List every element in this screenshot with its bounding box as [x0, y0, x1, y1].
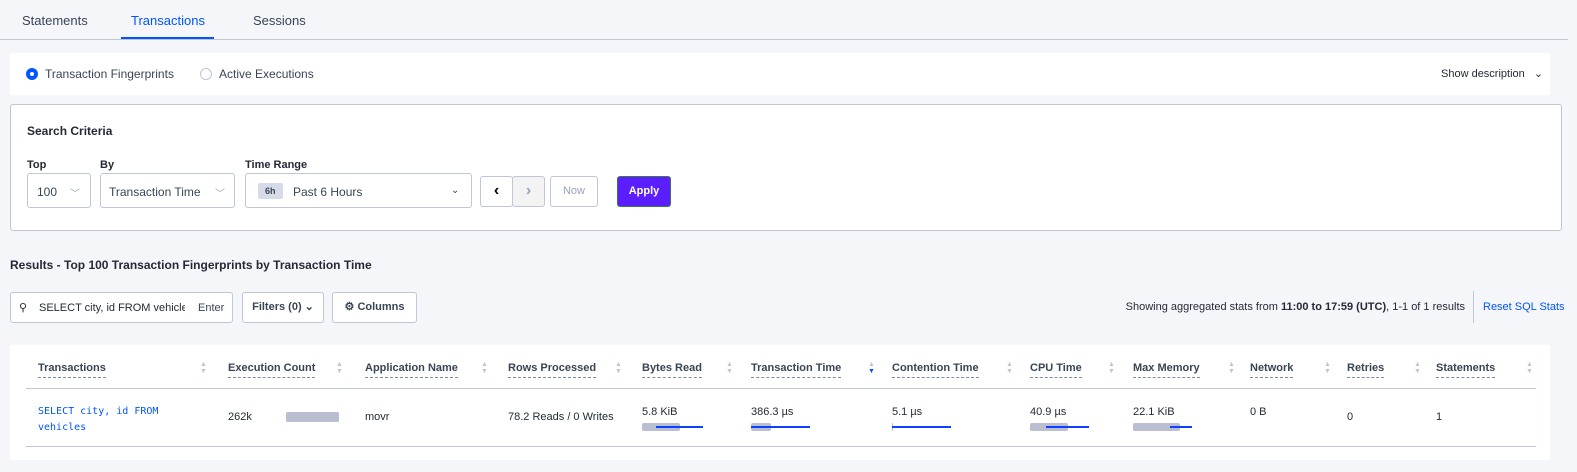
column-header-statements[interactable]: Statements — [1436, 362, 1496, 378]
columns-label: Columns — [357, 301, 405, 313]
chevron-down-icon: ﹀ — [215, 189, 225, 200]
sort-icon[interactable]: ▲ ▼ — [481, 361, 488, 375]
search-input[interactable]: ⚲ SELECT city, id FROM vehicles W Enter — [10, 292, 233, 323]
tab-bar: Statements Transactions Sessions — [0, 0, 1568, 40]
contention-time: 5.1 µs — [892, 406, 923, 418]
sort-icon[interactable]: ▲ ▼ — [336, 361, 343, 375]
statements-count: 1 — [1436, 411, 1443, 423]
radio-transaction-fingerprints[interactable] — [26, 68, 38, 80]
column-header-transaction-time[interactable]: Transaction Time — [751, 362, 842, 378]
radio-label[interactable]: Transaction Fingerprints — [45, 67, 174, 81]
sort-icon[interactable]: ▲ ▼ — [1526, 361, 1533, 375]
now-button[interactable]: Now — [550, 176, 598, 207]
time-range-value: Past 6 Hours — [293, 185, 363, 199]
sort-icon[interactable]: ▲ ▼ — [1324, 361, 1331, 375]
chevron-down-icon: ⌄ — [1533, 68, 1544, 80]
chevron-down-icon: ⌄ — [451, 185, 460, 196]
search-value: SELECT city, id FROM vehicles W — [39, 302, 185, 314]
column-header-execution-count[interactable]: Execution Count — [228, 362, 316, 378]
active-tab-indicator — [121, 37, 214, 39]
bytes-read-stddev — [656, 426, 703, 428]
application-name: movr — [365, 411, 390, 423]
radio-label[interactable]: Active Executions — [219, 67, 314, 81]
max-memory: 22.1 KiB — [1133, 406, 1175, 418]
sort-icon[interactable]: ▲ ▼ — [1228, 361, 1235, 375]
tab-statements[interactable]: Statements — [22, 13, 88, 28]
column-header-application-name[interactable]: Application Name — [365, 362, 458, 378]
sort-icon[interactable]: ▲ ▼ — [1108, 361, 1115, 375]
time-range-label: Time Range — [245, 159, 308, 171]
row-divider — [26, 446, 1536, 447]
column-header-transactions[interactable]: Transactions — [38, 362, 106, 378]
chevron-down-icon: ⌄ — [304, 301, 314, 313]
cpu-time-stddev — [1046, 426, 1089, 428]
column-header-cpu-time[interactable]: CPU Time — [1030, 362, 1082, 378]
column-header-bytes-read[interactable]: Bytes Read — [642, 362, 702, 378]
search-icon: ⚲ — [19, 302, 28, 314]
transaction-link[interactable]: SELECT city, id FROM vehicles — [38, 406, 159, 433]
column-header-rows-processed[interactable]: Rows Processed — [508, 362, 597, 378]
max-memory-bar — [1133, 423, 1180, 431]
by-select[interactable]: Transaction Time ﹀ — [100, 173, 235, 208]
header-divider — [26, 388, 1536, 389]
column-header-max-memory[interactable]: Max Memory — [1133, 362, 1200, 378]
columns-button[interactable]: ⚙ Columns — [332, 292, 417, 323]
next-time-button[interactable]: › — [512, 176, 545, 207]
show-description-label: Show description — [1441, 68, 1525, 80]
top-select[interactable]: 100 ﹀ — [27, 173, 91, 208]
rows-processed: 78.2 Reads / 0 Writes — [508, 411, 614, 423]
search-criteria-title: Search Criteria — [27, 124, 113, 138]
column-header-network[interactable]: Network — [1250, 362, 1294, 378]
view-toggle-bar: Transaction Fingerprints Active Executio… — [10, 53, 1550, 95]
top-label: Top — [27, 159, 47, 171]
by-label: By — [100, 159, 115, 171]
reset-sql-stats-link[interactable]: Reset SQL Stats — [1483, 301, 1565, 313]
time-range-select[interactable]: 6h Past 6 Hours ⌄ — [245, 173, 472, 208]
network: 0 B — [1250, 406, 1267, 418]
sort-descending-icon[interactable]: ▲ ▼ — [868, 361, 875, 375]
sort-icon[interactable]: ▲ ▼ — [1414, 361, 1421, 375]
chevron-down-icon: ﹀ — [70, 189, 80, 200]
max-memory-stddev — [1170, 426, 1192, 428]
divider — [1473, 291, 1474, 323]
execution-count-bar — [286, 412, 339, 422]
retries: 0 — [1347, 411, 1354, 423]
sort-icon[interactable]: ▲ ▼ — [726, 361, 733, 375]
gear-icon: ⚙ — [344, 301, 355, 313]
chevron-left-icon: ‹ — [493, 182, 500, 199]
enter-hint: Enter — [198, 302, 225, 314]
tab-sessions[interactable]: Sessions — [253, 13, 306, 28]
time-range-badge: 6h — [258, 183, 283, 199]
radio-active-executions[interactable] — [200, 68, 212, 80]
top-value: 100 — [37, 185, 58, 199]
transaction-time: 386.3 µs — [751, 406, 794, 418]
cpu-time: 40.9 µs — [1030, 406, 1067, 418]
summary-suffix: , 1-1 of 1 results — [1386, 301, 1465, 313]
tab-transactions[interactable]: Transactions — [131, 13, 205, 28]
sort-icon[interactable]: ▲ ▼ — [1006, 361, 1013, 375]
chevron-right-icon: › — [525, 182, 532, 199]
execution-count: 262k — [228, 411, 252, 423]
column-header-retries[interactable]: Retries — [1347, 362, 1385, 378]
previous-time-button[interactable]: ‹ — [480, 176, 513, 207]
results-title: Results - Top 100 Transaction Fingerprin… — [10, 258, 372, 272]
bytes-read: 5.8 KiB — [642, 406, 678, 418]
show-description-button[interactable]: Show description ⌄ — [1441, 67, 1543, 80]
sort-icon[interactable]: ▲ ▼ — [200, 361, 207, 375]
by-value: Transaction Time — [109, 185, 201, 199]
transaction-time-stddev — [751, 426, 810, 428]
filters-label: Filters (0) — [252, 301, 302, 313]
filters-button[interactable]: Filters (0) ⌄ — [242, 292, 324, 323]
summary-range: 11:00 to 17:59 (UTC) — [1280, 301, 1387, 313]
column-header-contention-time[interactable]: Contention Time — [892, 362, 979, 378]
contention-time-stddev — [892, 426, 951, 428]
results-summary: Showing aggregated stats from 11:00 to 1… — [1126, 301, 1465, 313]
apply-button[interactable]: Apply — [617, 176, 671, 207]
sort-icon[interactable]: ▲ ▼ — [615, 361, 622, 375]
summary-prefix: Showing aggregated stats from — [1125, 301, 1281, 313]
search-criteria-card: Search Criteria Top By Time Range 100 ﹀ T… — [10, 104, 1562, 231]
transactions-table — [10, 345, 1550, 460]
